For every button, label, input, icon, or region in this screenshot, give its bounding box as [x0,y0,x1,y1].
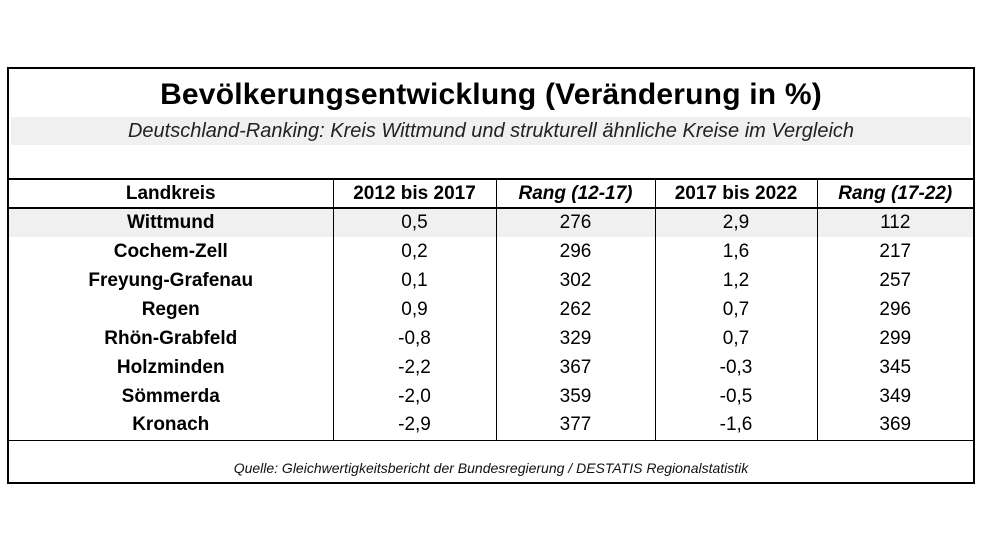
table-row: Regen 0,9 262 0,7 296 [9,295,973,324]
table-body: Wittmund 0,5 276 2,9 112 Cochem-Zell 0,2 296 1,6… [9,208,973,440]
rank-17-22-cell: 345 [879,356,912,378]
change-2017-2022-cell: 0,7 [655,324,818,353]
rank-17-22-cell: 299 [879,327,912,349]
ranking-table: Landkreis 2012 bis 2017 Rang (12-17) 201… [9,178,973,441]
change-2012-2017-cell: -2,9 [333,411,497,440]
source-note: Quelle: Gleichwertigkeitsbericht der Bun… [233,460,749,476]
header-landkreis: Landkreis [9,179,334,208]
change-2017-2022-cell: 1,6 [655,237,818,266]
change-2012-2017-cell: -2,2 [333,353,497,382]
rank-12-17-cell: 296 [496,237,656,266]
rank-12-17-cell: 262 [496,295,656,324]
rank-17-22-cell: 112 [817,208,973,237]
table-row: Rhön-Grabfeld -0,8 329 0,7 299 [9,324,973,353]
change-2012-2017-cell: -0,8 [333,324,497,353]
change-2012-2017-cell: 0,9 [333,295,497,324]
header-row: Landkreis 2012 bis 2017 Rang (12-17) 201… [9,179,973,208]
change-2017-2022-cell: -0,3 [655,353,818,382]
header-rang-12-17: Rang (12-17) [496,179,656,208]
header-2017-2022: 2017 bis 2022 [655,179,818,208]
landkreis-cell: Freyung-Grafenau [9,266,334,295]
table-row: Cochem-Zell 0,2 296 1,6 217 [9,237,973,266]
header-rang-17-22: Rang (17-22) [838,182,953,204]
change-2012-2017-cell: 0,1 [333,266,497,295]
change-2012-2017-cell: 0,5 [333,208,497,237]
rank-12-17-cell: 377 [496,411,656,440]
table-row: Holzminden -2,2 367 -0,3 345 [9,353,973,382]
rank-12-17-cell: 302 [496,266,656,295]
change-2012-2017-cell: -2,0 [333,382,497,411]
table-row: Sömmerda -2,0 359 -0,5 349 [9,382,973,411]
rank-12-17-cell: 329 [496,324,656,353]
table-row: Kronach -2,9 377 -1,6 369 [9,411,973,440]
change-2017-2022-cell: 2,9 [655,208,818,237]
landkreis-cell: Sömmerda [9,382,334,411]
landkreis-cell: Regen [9,295,334,324]
change-2017-2022-cell: 1,2 [655,266,818,295]
rank-12-17-cell: 359 [496,382,656,411]
table-subtitle: Deutschland-Ranking: Kreis Wittmund und … [11,117,971,145]
landkreis-cell: Wittmund [9,208,334,237]
change-2017-2022-cell: 0,7 [655,295,818,324]
table-row: Wittmund 0,5 276 2,9 112 [9,208,973,237]
landkreis-cell: Kronach [9,411,334,440]
landkreis-cell: Cochem-Zell [9,237,334,266]
table-row: Freyung-Grafenau 0,1 302 1,2 257 [9,266,973,295]
rank-17-22-cell: 296 [879,298,912,320]
rank-17-22-cell: 349 [879,385,912,407]
change-2017-2022-cell: -1,6 [655,411,818,440]
rank-12-17-cell: 276 [496,208,656,237]
table-title: Bevölkerungsentwicklung (Veränderung in … [160,78,822,111]
rank-17-22-cell: 217 [879,240,912,262]
change-2012-2017-cell: 0,2 [333,237,497,266]
rank-17-22-cell: 257 [879,269,912,291]
change-2017-2022-cell: -0,5 [655,382,818,411]
landkreis-cell: Holzminden [9,353,334,382]
header-2012-2017: 2012 bis 2017 [333,179,497,208]
rank-17-22-cell: 369 [879,414,912,436]
table-frame: Bevölkerungsentwicklung (Veränderung in … [7,67,975,484]
rank-12-17-cell: 367 [496,353,656,382]
landkreis-cell: Rhön-Grabfeld [9,324,334,353]
